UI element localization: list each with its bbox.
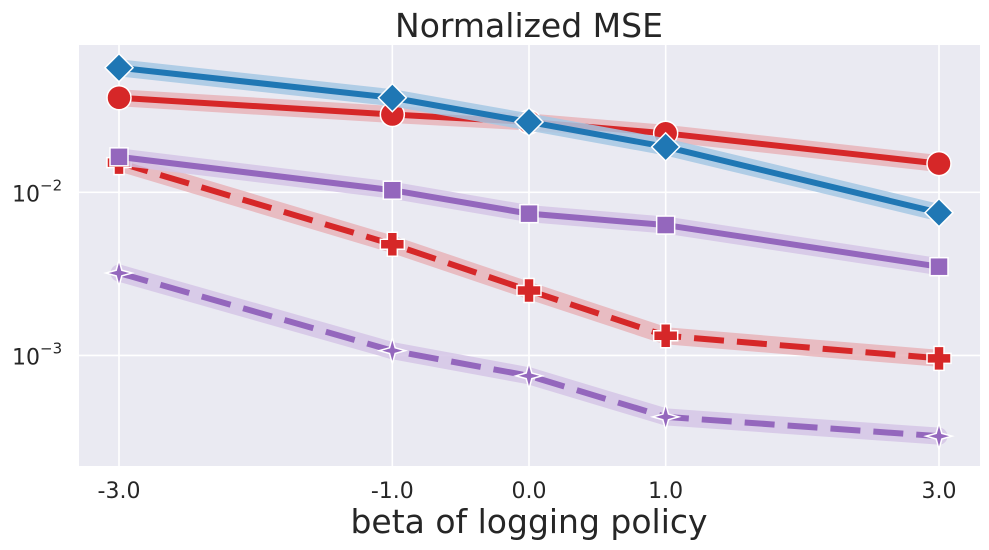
series-line bbox=[118, 270, 940, 440]
series-square-solid bbox=[109, 147, 949, 277]
data-point-diamond bbox=[103, 52, 135, 83]
x-axis-label: beta of logging policy bbox=[350, 502, 707, 541]
data-point-star bbox=[923, 420, 955, 452]
data-point-square bbox=[655, 215, 676, 235]
data-point-square bbox=[929, 256, 949, 277]
x-tick-label: 1.0 bbox=[648, 479, 683, 504]
chart-title: Normalized MSE bbox=[395, 6, 663, 45]
data-point-star bbox=[376, 334, 409, 367]
data-point-star bbox=[649, 401, 682, 433]
x-tick-label: 0.0 bbox=[512, 479, 547, 504]
data-point-square bbox=[382, 180, 403, 200]
data-point-plus bbox=[926, 345, 952, 372]
data-point-circle bbox=[926, 150, 952, 177]
data-point-plus bbox=[516, 277, 542, 304]
data-point-diamond bbox=[513, 106, 545, 138]
data-point-diamond bbox=[377, 82, 408, 113]
y-tick-label: 10−3 bbox=[12, 339, 62, 370]
x-tick-label: -3.0 bbox=[98, 479, 141, 504]
series-layer bbox=[103, 52, 955, 452]
data-point-diamond bbox=[650, 131, 681, 162]
y-tick-label: 10−2 bbox=[12, 176, 62, 207]
series-diamond-solid bbox=[103, 52, 955, 228]
data-point-circle bbox=[106, 84, 132, 111]
data-point-plus bbox=[652, 323, 679, 349]
y-tick-labels: 10−2 10−3 bbox=[12, 176, 62, 370]
x-tick-label: 3.0 bbox=[922, 479, 957, 504]
data-point-star bbox=[103, 257, 135, 289]
series-line bbox=[118, 159, 940, 362]
series-star-dashed bbox=[103, 257, 955, 452]
x-tick-labels: -3.0 -1.0 0.0 1.0 3.0 bbox=[98, 479, 957, 504]
data-point-star bbox=[513, 360, 545, 392]
x-tick-label: -1.0 bbox=[371, 479, 414, 504]
data-point-diamond bbox=[923, 197, 955, 228]
data-point-plus bbox=[379, 231, 406, 258]
data-point-square bbox=[109, 147, 129, 167]
data-point-square bbox=[519, 203, 539, 224]
